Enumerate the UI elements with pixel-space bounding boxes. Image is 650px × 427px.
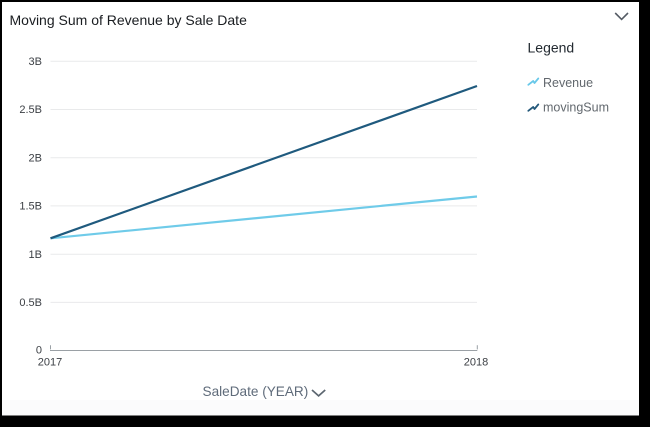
svg-text:3B: 3B (29, 56, 42, 68)
svg-text:0: 0 (36, 345, 42, 357)
svg-text:2017: 2017 (38, 357, 62, 369)
svg-text:SaleDate (YEAR): SaleDate (YEAR) (203, 384, 309, 399)
svg-text:Moving Sum of Revenue by Sale: Moving Sum of Revenue by Sale Date (10, 12, 248, 28)
svg-text:2018: 2018 (464, 357, 488, 369)
svg-text:2B: 2B (29, 152, 42, 164)
svg-text:Revenue: Revenue (543, 76, 593, 90)
svg-text:movingSum: movingSum (543, 101, 609, 115)
svg-text:1.5B: 1.5B (19, 201, 42, 213)
svg-text:Legend: Legend (528, 40, 575, 56)
svg-text:2.5B: 2.5B (19, 104, 42, 116)
svg-text:0.5B: 0.5B (19, 297, 42, 309)
svg-text:1B: 1B (29, 249, 42, 261)
